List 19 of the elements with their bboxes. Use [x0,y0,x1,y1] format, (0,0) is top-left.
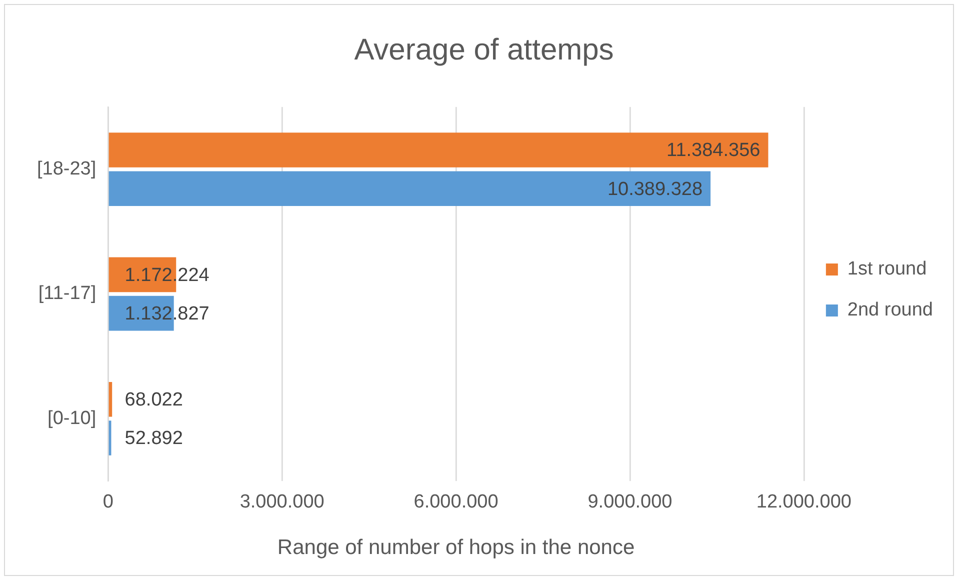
x-tick-label: 9.000.000 [588,492,672,513]
chart-title: Average of attemps [354,33,614,66]
data-label: 68.022 [124,390,183,411]
x-tick-label: 3.000.000 [240,492,324,513]
bar [108,382,112,417]
y-tick-label: [0-10] [48,408,96,429]
legend-label: 1st round [847,258,927,280]
y-tick-label: [11-17] [38,283,96,304]
x-tick-label: 0 [102,492,114,513]
data-label: 52.892 [124,428,183,450]
bar [108,171,711,206]
x-tick-label: 6.000.000 [414,492,498,513]
data-label: 11.384.356 [666,140,760,162]
legend-label: 2nd round [847,300,934,321]
x-tick-label: 12.000.000 [756,492,852,513]
bar [108,132,768,168]
y-tick-label: [18-23] [36,158,96,180]
x-axis-title: Range of number of hops in the nonce [277,536,635,560]
data-label: 10.389.328 [607,178,703,200]
